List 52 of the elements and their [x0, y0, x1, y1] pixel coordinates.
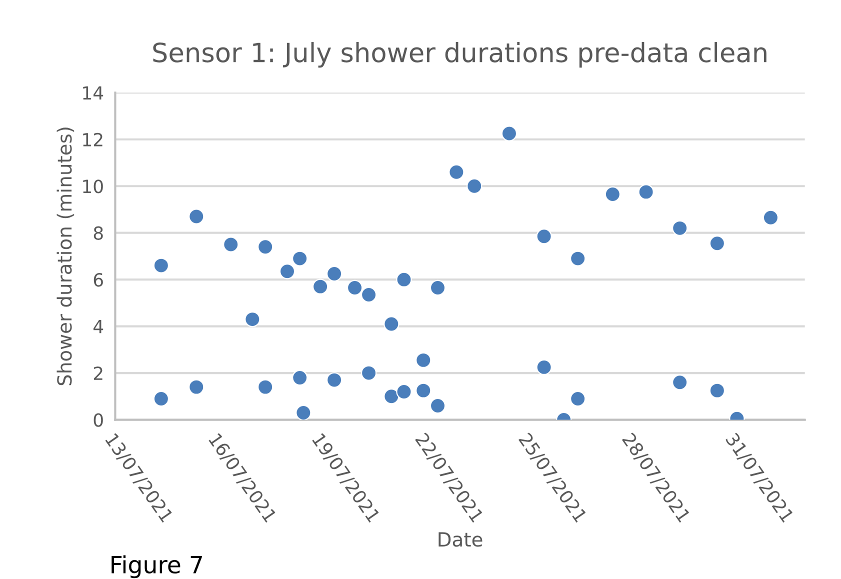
point — [188, 208, 204, 224]
point — [258, 239, 274, 255]
y-tick-label: 12 — [83, 132, 102, 146]
point — [326, 372, 342, 388]
y-tick-label: 0 — [94, 413, 103, 427]
point — [188, 379, 204, 395]
point — [223, 236, 239, 252]
point — [672, 220, 688, 236]
point — [448, 164, 464, 180]
y-tick-label: 8 — [94, 226, 103, 240]
y-axis-title: Shower duration (minutes) — [56, 128, 74, 386]
point — [536, 359, 552, 376]
point — [709, 236, 726, 252]
point — [762, 210, 779, 226]
point — [360, 365, 377, 381]
point — [292, 370, 308, 386]
point — [430, 398, 446, 414]
point — [258, 379, 274, 395]
point — [244, 311, 260, 328]
point — [672, 374, 688, 390]
point — [709, 382, 726, 398]
point — [346, 280, 363, 296]
point — [296, 404, 312, 420]
point — [292, 250, 308, 266]
point — [384, 316, 400, 332]
point — [153, 258, 170, 274]
chart-title: Sensor 1: July shower durations pre-data clean — [153, 42, 766, 68]
point — [360, 286, 377, 303]
point — [570, 250, 586, 266]
point — [501, 126, 518, 142]
point — [396, 272, 412, 288]
point — [312, 278, 328, 294]
point — [153, 390, 170, 407]
point — [279, 264, 296, 280]
point — [570, 390, 586, 407]
point — [416, 382, 432, 398]
y-tick-label: 2 — [94, 366, 102, 380]
point — [430, 280, 446, 296]
point — [638, 184, 654, 200]
x-axis-title: Date — [438, 532, 482, 547]
point — [384, 388, 400, 404]
y-tick-label: 10 — [83, 180, 103, 194]
point — [416, 352, 432, 368]
point — [466, 178, 482, 194]
point — [396, 384, 412, 400]
caption: Figure 7 — [112, 555, 202, 578]
point — [604, 186, 621, 202]
y-tick-label: 14 — [83, 86, 104, 100]
y-tick-label: 4 — [94, 320, 104, 334]
point — [536, 228, 552, 244]
y-tick-label: 6 — [94, 273, 103, 287]
point — [326, 266, 342, 282]
